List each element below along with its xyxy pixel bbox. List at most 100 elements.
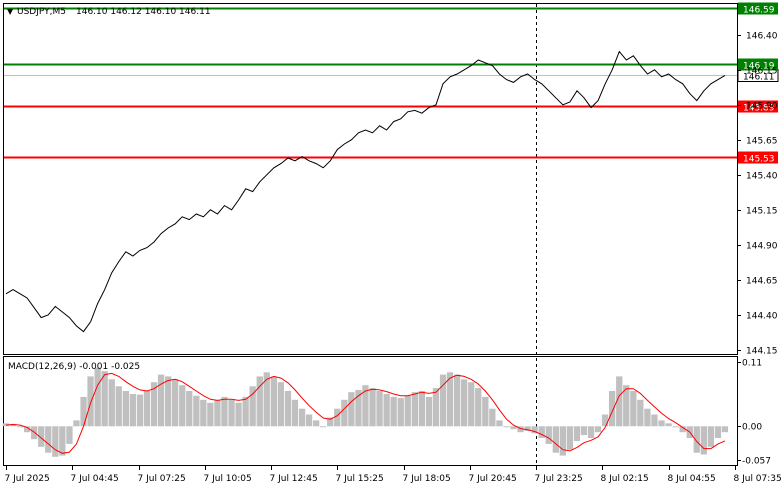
y-tick-label: 145.40: [746, 172, 778, 182]
x-tick-label: 7 Jul 15:25: [336, 474, 384, 484]
y-tick-label: 144.90: [746, 242, 778, 252]
macd-histogram-bar: [475, 388, 481, 426]
macd-histogram-bar: [348, 392, 354, 426]
price-pane-frame: [4, 4, 738, 355]
macd-histogram-bar: [144, 391, 150, 426]
macd-histogram-bar: [482, 397, 488, 426]
x-tick-label: 7 Jul 12:45: [270, 474, 318, 484]
y-tick-label: 144.40: [746, 312, 778, 322]
macd-histogram-bar: [52, 426, 58, 457]
macd-histogram-bar: [651, 415, 657, 427]
macd-histogram-bar: [665, 423, 671, 426]
macd-histogram-bar: [80, 397, 86, 426]
macd-histogram-bar: [200, 400, 206, 426]
macd-histogram-bar: [637, 400, 643, 426]
macd-histogram-bar: [602, 415, 608, 427]
macd-histogram-bar: [673, 426, 679, 427]
y-tick-label: 145.15: [746, 207, 778, 217]
macd-histogram-bar: [412, 392, 418, 426]
macd-histogram-bar: [334, 409, 340, 427]
x-tick-label: 8 Jul 02:15: [601, 474, 649, 484]
macd-histogram-bar: [306, 415, 312, 427]
macd-histogram-bar: [193, 396, 199, 427]
macd-histogram-bar: [433, 388, 439, 426]
level-label: 145.53: [743, 155, 775, 165]
macd-histogram-bar: [95, 368, 101, 427]
y-tick-label: 145.90: [746, 102, 778, 112]
macd-histogram-bar: [137, 395, 143, 427]
macd-histogram-bar: [391, 397, 397, 426]
y-tick-label: 146.15: [746, 67, 778, 77]
symbol-dropdown-icon[interactable]: ▼: [7, 7, 14, 16]
y-tick-label: 144.65: [746, 277, 778, 287]
macd-histogram-bar: [278, 382, 284, 426]
macd-histogram-bar: [588, 426, 594, 438]
macd-histogram-bar: [235, 403, 241, 427]
macd-histogram-bar: [694, 426, 700, 452]
x-tick-label: 7 Jul 10:05: [204, 474, 252, 484]
macd-histogram-bar: [489, 409, 495, 427]
macd-histogram-bar: [214, 400, 220, 426]
macd-histogram-bar: [31, 426, 37, 439]
macd-histogram-bar: [405, 396, 411, 427]
macd-histogram-bar: [299, 409, 305, 427]
macd-histogram-bar: [546, 426, 552, 444]
macd-histogram-bar: [398, 398, 404, 426]
macd-histogram-bar: [384, 394, 390, 426]
macd-histogram-bar: [560, 426, 566, 455]
macd-histogram-bar: [461, 379, 467, 426]
macd-histogram-bar: [271, 376, 277, 426]
ohlc-values: 146.10 146.12 146.10 146.11: [76, 7, 211, 17]
macd-histogram-bar: [313, 420, 319, 426]
price-line: [6, 52, 725, 332]
macd-histogram-bar: [376, 391, 382, 426]
macd-histogram-bar: [59, 426, 65, 455]
macd-histogram-bar: [207, 403, 213, 427]
macd-histogram-bar: [595, 426, 601, 432]
macd-histogram-bar: [419, 391, 425, 426]
x-tick-label: 7 Jul 2025: [5, 474, 50, 484]
macd-histogram-bar: [264, 372, 270, 426]
macd-histogram-bar: [320, 426, 326, 427]
macd-histogram-bar: [581, 426, 587, 435]
macd-histogram-bar: [426, 397, 432, 426]
macd-histogram-bar: [221, 397, 227, 426]
macd-histogram-bar: [73, 420, 79, 426]
macd-histogram-bar: [609, 391, 615, 426]
macd-histogram-bar: [574, 426, 580, 441]
macd-histogram-bar: [708, 426, 714, 447]
macd-histogram-bar: [45, 426, 51, 452]
macd-histogram-bar: [285, 391, 291, 426]
macd-tick-label: 0.00: [742, 423, 762, 433]
macd-histogram-bar: [66, 426, 72, 444]
macd-histogram-bar: [165, 376, 171, 426]
macd-histogram-bar: [292, 400, 298, 426]
macd-histogram-bar: [630, 391, 636, 426]
macd-histogram-bar: [496, 420, 502, 426]
y-tick-label: 144.15: [746, 347, 778, 357]
macd-histogram-bar: [102, 371, 108, 426]
x-tick-label: 8 Jul 07:35: [734, 474, 781, 484]
x-tick-label: 7 Jul 23:25: [535, 474, 583, 484]
macd-histogram-bar: [567, 426, 573, 450]
macd-tick-label: -0.057: [742, 457, 771, 467]
macd-histogram-bar: [179, 385, 185, 426]
macd-histogram-bar: [123, 391, 129, 426]
x-tick-label: 7 Jul 18:05: [403, 474, 451, 484]
y-tick-label: 145.65: [746, 137, 778, 147]
macd-histogram-bar: [539, 426, 545, 438]
macd-tick-label: 0.11: [742, 359, 762, 369]
macd-histogram-bar: [715, 426, 721, 438]
macd-histogram-bar: [722, 426, 728, 432]
macd-histogram-bar: [243, 397, 249, 426]
macd-histogram-bar: [17, 426, 23, 427]
macd-histogram-bar: [130, 394, 136, 426]
y-tick-label: 146.40: [746, 32, 778, 42]
price-series: [6, 52, 725, 332]
symbol-label: USDJPY,M5: [17, 7, 66, 17]
macd-histogram-bar: [553, 426, 559, 452]
x-tick-label: 8 Jul 04:55: [668, 474, 716, 484]
macd-histogram-bar: [109, 379, 115, 426]
